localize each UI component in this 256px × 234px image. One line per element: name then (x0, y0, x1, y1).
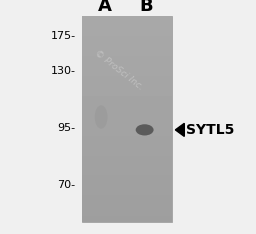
Text: 70-: 70- (57, 180, 76, 190)
Ellipse shape (95, 105, 108, 129)
Text: SYTL5: SYTL5 (186, 123, 234, 137)
Text: 130-: 130- (50, 66, 76, 76)
Text: 175-: 175- (50, 31, 76, 41)
Bar (82, 16, 172, 222)
Text: B: B (139, 0, 153, 15)
Text: A: A (98, 0, 112, 15)
Ellipse shape (136, 124, 154, 135)
Polygon shape (175, 123, 184, 136)
Text: 95-: 95- (57, 123, 76, 132)
Text: © ProSci Inc.: © ProSci Inc. (93, 48, 145, 92)
